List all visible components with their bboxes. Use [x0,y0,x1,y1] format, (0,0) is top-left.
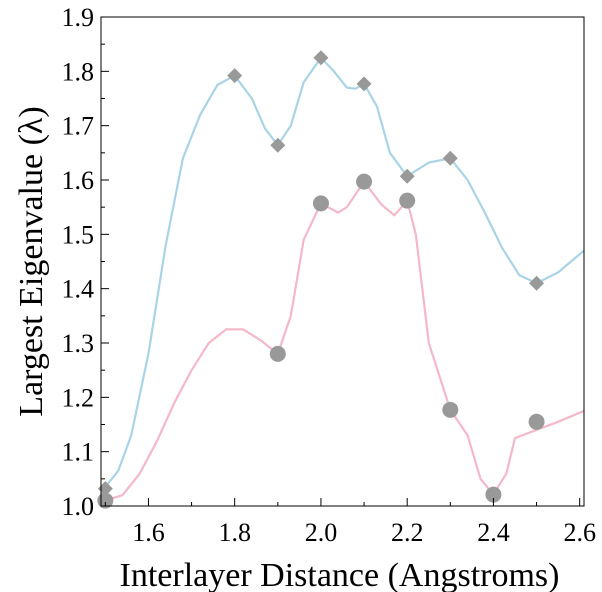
series-layer [104,56,585,502]
diamond-marker [399,168,415,184]
marker-layer [97,50,545,509]
y-tick-label: 1.3 [62,329,95,358]
tick-layer: 1.6 1.8 2.0 2.2 2.4 2.6 1.0 1.1 1.2 1.3 1.4 1.5 1.6 1… [62,3,596,547]
circle-marker [485,486,502,503]
diamond-marker [97,481,113,497]
y-tick-label: 1.8 [62,57,95,86]
y-tick-label: 1.1 [62,438,95,467]
diamond-marker [356,76,372,92]
y-tick-label: 1.0 [62,492,95,521]
y-tick-label: 1.6 [62,166,95,195]
x-tick-label: 2.2 [391,518,424,547]
x-tick-label: 1.8 [218,518,251,547]
diamond-marker [529,275,545,291]
y-tick-label: 1.9 [62,3,95,32]
x-tick-label: 1.6 [132,518,165,547]
diamond-marker [227,68,243,84]
y-tick-label: 1.4 [62,275,95,304]
y-axis-title: Largest Eigenvalue (λ) [13,106,50,416]
circle-marker [312,195,329,212]
x-tick-label: 2.6 [563,518,596,547]
y-tick-label: 1.5 [62,220,95,249]
series-line-1 [104,56,585,488]
x-tick-label: 2.0 [305,518,338,547]
diamond-marker [442,150,458,166]
y-tick-label: 1.7 [62,112,95,141]
x-axis-title: Interlayer Distance (Angstroms) [120,557,560,592]
series-line-2 [104,180,585,502]
diamond-marker [313,50,329,66]
circle-marker [399,192,416,209]
circle-marker [528,413,545,430]
circle-marker [356,173,373,190]
circle-marker [269,345,286,362]
y-tick-label: 1.2 [62,383,95,412]
x-tick-label: 2.4 [477,518,510,547]
diamond-marker [270,137,286,153]
circle-marker [442,401,459,418]
